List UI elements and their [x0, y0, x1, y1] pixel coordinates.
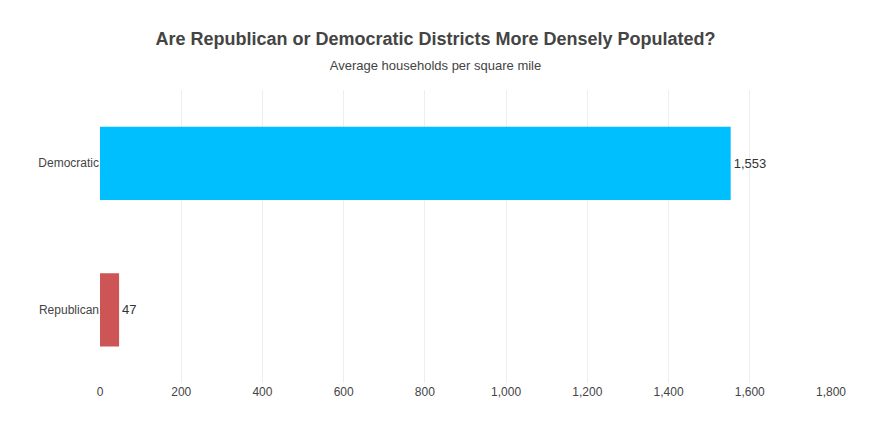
svg-text:1,200: 1,200: [572, 385, 602, 399]
svg-text:Average households per square: Average households per square mile: [330, 58, 542, 73]
svg-text:800: 800: [415, 385, 435, 399]
svg-text:600: 600: [334, 385, 354, 399]
svg-text:1,553: 1,553: [734, 156, 767, 171]
svg-text:Republican: Republican: [39, 303, 99, 317]
svg-text:1,400: 1,400: [654, 385, 684, 399]
svg-text:400: 400: [252, 385, 272, 399]
svg-text:47: 47: [122, 302, 136, 317]
svg-text:0: 0: [97, 385, 104, 399]
svg-text:1,000: 1,000: [491, 385, 521, 399]
svg-text:1,600: 1,600: [735, 385, 765, 399]
svg-text:Democratic: Democratic: [38, 156, 99, 170]
svg-text:Are Republican or Democratic D: Are Republican or Democratic Districts M…: [155, 29, 715, 49]
svg-text:200: 200: [171, 385, 191, 399]
svg-text:1,800: 1,800: [816, 385, 846, 399]
